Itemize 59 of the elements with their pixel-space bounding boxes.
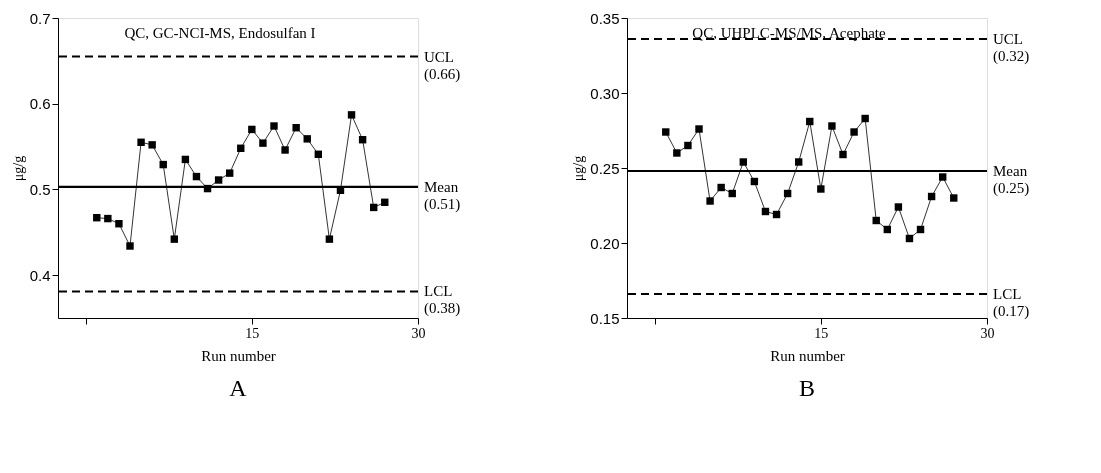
y-tick-label: 0.20 <box>590 234 620 252</box>
ref-line-label: LCL (0.38) <box>424 283 461 318</box>
ref-line-label: UCL (0.32) <box>993 31 1030 65</box>
point <box>170 235 179 243</box>
point <box>839 150 847 159</box>
point <box>817 185 825 193</box>
point <box>126 242 134 250</box>
chart-title: QC, UHPLC-MS/MS, Acephate <box>692 25 887 41</box>
x-tick-label: 15 <box>245 325 260 341</box>
point <box>850 128 858 136</box>
ref-line-label: UCL (0.66) <box>424 48 461 83</box>
x-axis-title: Run number <box>770 347 845 364</box>
point <box>303 135 311 143</box>
point <box>270 122 278 130</box>
text: B <box>798 375 816 401</box>
point <box>695 125 703 133</box>
point <box>281 146 289 154</box>
point <box>894 203 903 211</box>
y-tick-label: 0.15 <box>590 309 620 327</box>
point <box>137 138 145 146</box>
point <box>248 125 256 134</box>
y-tick-label: 0.5 <box>29 180 51 198</box>
point <box>115 220 123 228</box>
x-axis-title: Run number <box>201 347 276 364</box>
point <box>739 158 748 166</box>
point <box>828 122 836 130</box>
ref-line-label: Mean (0.51) <box>424 178 461 213</box>
point <box>662 128 670 136</box>
point <box>347 111 356 119</box>
x-tick-label: 15 <box>814 325 829 341</box>
y-tick-label: 0.35 <box>590 9 620 27</box>
point <box>794 158 803 166</box>
y-axis-title: μg/g <box>571 155 587 182</box>
y-tick-label: 0.25 <box>590 159 620 177</box>
point <box>225 169 234 177</box>
ref-line-label: Mean (0.25) <box>993 163 1030 197</box>
point <box>706 197 714 205</box>
y-tick-label: 0.6 <box>29 95 51 113</box>
point <box>938 173 947 181</box>
y-tick-label: 0.4 <box>29 266 51 284</box>
point <box>717 183 725 192</box>
point <box>259 139 267 147</box>
x-tick-label: 30 <box>411 325 426 341</box>
point <box>104 214 112 223</box>
y-tick-label: 0.30 <box>590 84 620 102</box>
point <box>950 194 958 202</box>
y-axis-title: μg/g <box>10 155 26 182</box>
chart-title: QC, GC-NCI-MS, Endosulfan I <box>124 25 316 41</box>
point <box>673 149 681 157</box>
point <box>292 124 300 132</box>
point <box>861 114 869 123</box>
point <box>684 141 692 150</box>
point <box>214 176 223 184</box>
point <box>325 235 334 243</box>
x-tick-label: 30 <box>980 325 995 341</box>
point <box>148 141 156 149</box>
ref-line-label: LCL (0.17) <box>993 286 1030 320</box>
y-tick-label: 0.7 <box>29 9 51 27</box>
text: A <box>229 375 248 401</box>
